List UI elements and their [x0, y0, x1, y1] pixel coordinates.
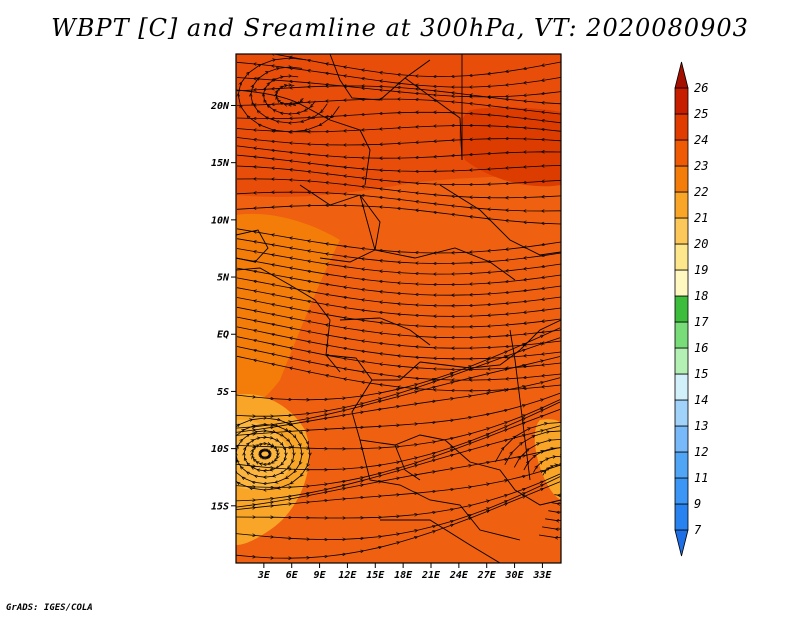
- streamline: [236, 205, 561, 224]
- colorbar-label: 20: [694, 237, 708, 251]
- lat-tick-label: 10S: [211, 444, 229, 455]
- lon-tick-label: 3E: [257, 570, 271, 581]
- colorbar-box: [674, 347, 689, 375]
- lat-tick-label: 20N: [210, 101, 230, 112]
- lon-tick-label: 6E: [286, 570, 299, 581]
- colorbar-box: [674, 191, 689, 219]
- colorbar-label: 12: [694, 445, 708, 459]
- streamline: [494, 422, 561, 537]
- colorbar-label: 21: [694, 211, 708, 225]
- colorbar-box: [674, 399, 689, 427]
- latitude-axis: 20N 15N 10N 5N EQ 5S 10S 15S: [210, 101, 236, 512]
- lat-tick-label: 5S: [217, 387, 229, 398]
- colorbar-box: [674, 87, 689, 115]
- colorbar-label: 15: [694, 367, 708, 381]
- colorbar-label: 9: [694, 497, 701, 511]
- lat-tick-label: 10N: [211, 215, 230, 226]
- lon-tick-label: 33E: [532, 570, 552, 581]
- colorbar-box: [674, 503, 689, 531]
- colorbar-box: [674, 165, 689, 193]
- colorbar-box: [674, 425, 689, 453]
- colorbar-label: 14: [694, 393, 708, 407]
- colorbar-label: 22: [694, 185, 708, 199]
- lat-tick-label: 15N: [211, 158, 230, 169]
- colorbar-label: 25: [694, 107, 708, 121]
- colorbar: 7 9 11 12 13 14 15 16 17 18 19 20 21 22 23 24 25 26: [674, 61, 709, 557]
- colorbar-label: 7: [694, 523, 702, 537]
- streamlines: [236, 54, 561, 558]
- streamline: [236, 138, 561, 146]
- colorbar-box: [674, 373, 689, 401]
- colorbar-box: [674, 451, 689, 479]
- colorbar-box: [674, 295, 689, 323]
- colorbar-label: 11: [694, 471, 708, 485]
- map-frame: [235, 53, 562, 564]
- lon-tick-label: 30E: [505, 570, 525, 581]
- streamline: [236, 418, 311, 490]
- lon-tick-label: 27E: [477, 570, 497, 581]
- grads-credit: GrADS: IGES/COLA: [6, 603, 93, 613]
- lat-tick-label: 5N: [217, 273, 230, 284]
- colorbar-box: [674, 269, 689, 297]
- colorbar-box: [674, 243, 689, 271]
- colorbar-label: 17: [694, 315, 709, 329]
- colorbar-label: 26: [694, 81, 708, 95]
- colorbar-box: [674, 139, 689, 167]
- map-title: WBPT [C] and Sreamline at 300hPa, VT: 20…: [51, 14, 749, 42]
- colorbar-box: [674, 217, 689, 245]
- colorbar-label: 13: [694, 419, 708, 433]
- colorbar-label: 24: [694, 133, 708, 147]
- lon-tick-label: 9E: [314, 570, 327, 581]
- colorbar-label: 19: [694, 263, 708, 277]
- lon-tick-label: 15E: [366, 570, 385, 581]
- colorbar-lower-triangle: [674, 529, 689, 557]
- lon-tick-label: 12E: [338, 570, 357, 581]
- colorbar-label: 18: [694, 289, 708, 303]
- colorbar-box: [674, 477, 689, 505]
- colorbar-label: 16: [694, 341, 708, 355]
- lon-tick-label: 24E: [449, 570, 469, 581]
- lon-tick-label: 18E: [394, 570, 413, 581]
- longitude-axis: 3E 6E 9E 12E 15E 18E 21E 24E 27E 30E 33E: [257, 563, 552, 581]
- streamline: [238, 58, 340, 132]
- colorbar-label: 23: [694, 159, 708, 173]
- colorbar-box: [674, 113, 689, 141]
- lat-tick-label: 15S: [211, 501, 229, 512]
- lon-tick-label: 21E: [421, 570, 441, 581]
- colorbar-upper-triangle: [674, 61, 689, 89]
- colorbar-box: [674, 321, 689, 349]
- lat-tick-label: EQ: [217, 330, 229, 341]
- map-panel: [236, 54, 561, 563]
